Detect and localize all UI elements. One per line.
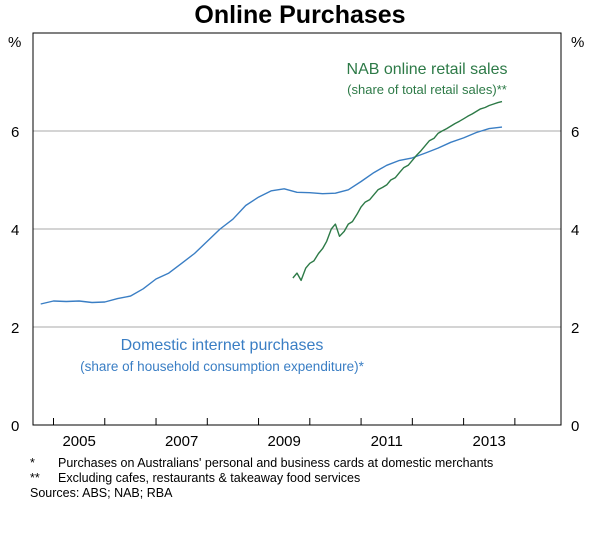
- series-line-0: [40, 126, 503, 305]
- y-tick-label-left: 0: [11, 418, 19, 435]
- grid-lines: [33, 130, 561, 328]
- footnote-mark: *: [30, 456, 35, 470]
- series-line-1: [292, 100, 503, 282]
- x-tick-label: 2013: [473, 433, 506, 450]
- footnotes: * Purchases on Australians' personal and…: [30, 456, 590, 501]
- footnote: ** Excluding cafes, restaurants & takeaw…: [30, 471, 590, 486]
- axis-ticks: 0 0 2 2 4 4 6 6 2005 2007 2009 2011 2013: [11, 124, 579, 450]
- y-tick-label-right: 4: [571, 222, 579, 239]
- y-unit-left: %: [8, 34, 21, 51]
- series-label-nab: NAB online retail sales: [347, 61, 508, 78]
- series-sublabel-nab: (share of total retail sales)**: [347, 82, 507, 97]
- footnote-text: Purchases on Australians' personal and b…: [58, 456, 494, 470]
- y-tick-label-right: 6: [571, 124, 579, 141]
- y-tick-label-left: 6: [11, 124, 19, 141]
- chart-area: 0 0 2 2 4 4 6 6 2005 2007 2009 2011 2013 % % NAB onl…: [8, 32, 584, 450]
- x-tick-label: 2007: [165, 433, 198, 450]
- y-tick-label-left: 2: [11, 320, 19, 337]
- series-sublabel-domestic: (share of household consumption expendit…: [80, 359, 364, 374]
- series-label-domestic: Domestic internet purchases: [121, 337, 324, 354]
- footnote: * Purchases on Australians' personal and…: [30, 456, 590, 471]
- footnote-mark: **: [30, 471, 40, 485]
- y-tick-label-left: 4: [11, 222, 19, 239]
- series-lines: [40, 100, 503, 305]
- footnote-text: Excluding cafes, restaurants & takeaway …: [58, 471, 361, 485]
- sources: Sources: ABS; NAB; RBA: [30, 486, 173, 500]
- x-tick-label: 2005: [62, 433, 95, 450]
- chart-title: Online Purchases: [194, 1, 406, 29]
- x-tick-label: 2011: [371, 433, 403, 450]
- y-tick-label-right: 2: [571, 320, 579, 337]
- y-tick-label-right: 0: [571, 418, 579, 435]
- plot-frame: [32, 32, 562, 426]
- x-tick-label: 2009: [267, 433, 300, 450]
- y-unit-right: %: [571, 34, 584, 51]
